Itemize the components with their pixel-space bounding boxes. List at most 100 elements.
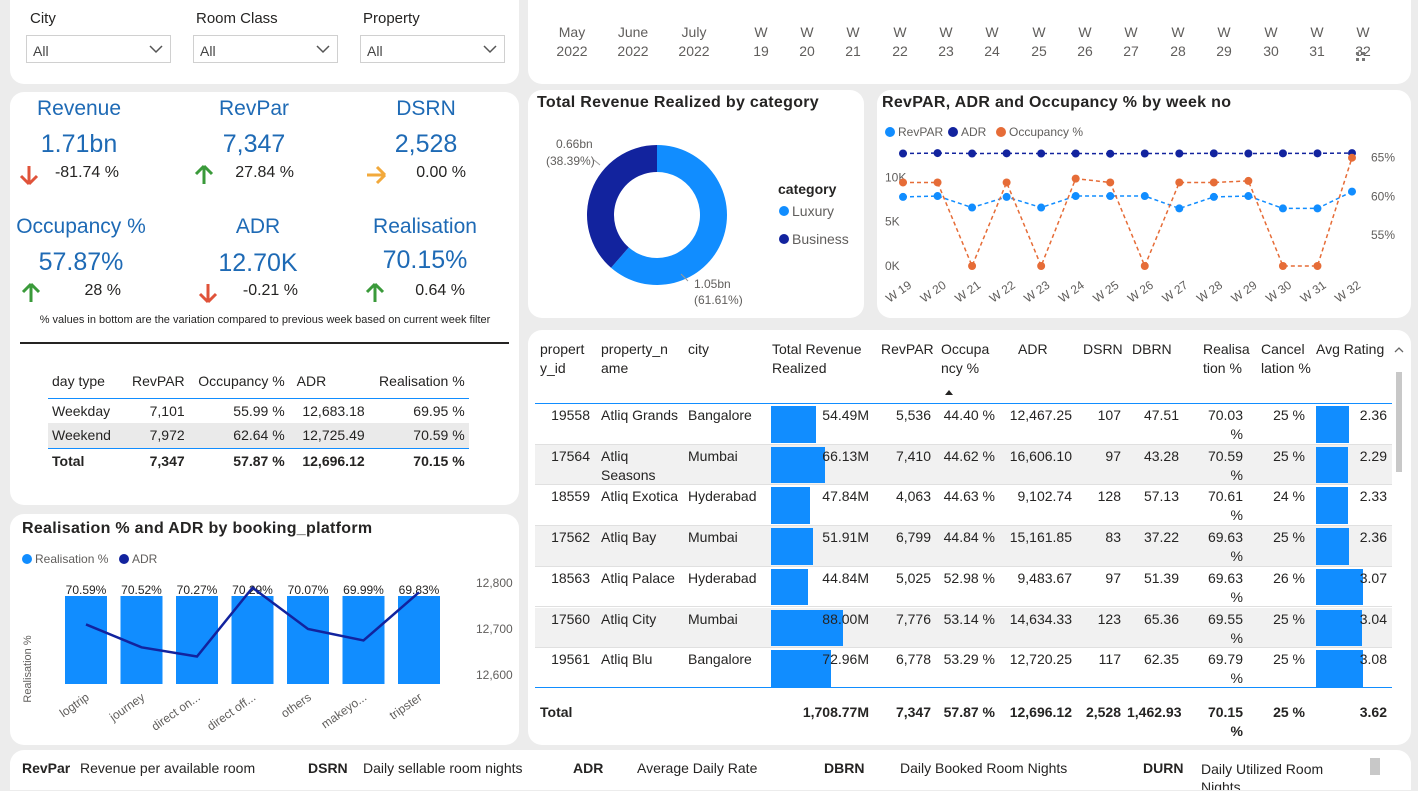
city-filter-dropdown[interactable]: All bbox=[26, 35, 171, 63]
col-header[interactable]: Occupa ncy % bbox=[941, 341, 990, 376]
data-point[interactable] bbox=[1348, 187, 1356, 196]
col-header[interactable]: Cancel lation % bbox=[1261, 341, 1311, 376]
col-day-type[interactable]: day type bbox=[52, 372, 105, 389]
col-header[interactable]: Realisa tion % bbox=[1203, 341, 1250, 376]
data-point[interactable] bbox=[1140, 262, 1149, 270]
timeline-period[interactable]: W 22 bbox=[870, 23, 930, 61]
col-realisation[interactable]: Realisation % bbox=[379, 372, 465, 389]
data-point[interactable] bbox=[1209, 192, 1218, 201]
col-header[interactable]: Avg Rating bbox=[1316, 341, 1385, 357]
data-point[interactable] bbox=[1209, 178, 1218, 187]
col-header[interactable]: city bbox=[688, 341, 709, 357]
col-header[interactable]: DSRN bbox=[1083, 341, 1123, 357]
col-revpar[interactable]: RevPAR bbox=[132, 372, 185, 389]
col-header[interactable]: propert y_id bbox=[540, 341, 585, 376]
more-options-icon[interactable] bbox=[1356, 52, 1366, 62]
timeline-period[interactable]: W 25 bbox=[1009, 23, 1069, 61]
data-point[interactable] bbox=[1037, 149, 1046, 158]
data-point[interactable] bbox=[899, 149, 907, 158]
data-point[interactable] bbox=[968, 149, 977, 158]
table-row[interactable]: 17564 Atliq Seasons Mumbai 66.13M 7,410 44.62… bbox=[535, 444, 1392, 486]
data-point[interactable] bbox=[1071, 174, 1080, 183]
col-header[interactable]: DBRN bbox=[1132, 341, 1172, 357]
data-point[interactable] bbox=[933, 178, 942, 187]
timeline-period[interactable]: May 2022 bbox=[542, 23, 602, 61]
data-point[interactable] bbox=[968, 262, 977, 270]
timeline-period[interactable]: W 29 bbox=[1194, 23, 1254, 61]
timeline-period[interactable]: W 21 bbox=[823, 23, 883, 61]
bar-4[interactable] bbox=[287, 596, 329, 684]
table-row[interactable]: 17562 Atliq Bay Mumbai 51.91M 6,799 44.84 % 15… bbox=[535, 526, 1392, 567]
table-row[interactable]: 18563 Atliq Palace Hyderabad 44.84M 5,025 52.… bbox=[535, 567, 1392, 608]
data-point[interactable] bbox=[1140, 192, 1149, 201]
data-point[interactable] bbox=[1244, 149, 1253, 158]
data-point[interactable] bbox=[1106, 192, 1115, 201]
table-row[interactable]: 19558 Atliq Grands Bangalore 54.49M 5,536 44.… bbox=[535, 404, 1392, 445]
timeline-period[interactable]: W 24 bbox=[962, 23, 1022, 61]
data-point[interactable] bbox=[1278, 262, 1287, 270]
data-point[interactable] bbox=[1037, 262, 1046, 270]
property-filter-dropdown[interactable]: All bbox=[360, 35, 505, 63]
timeline-period[interactable]: W 28 bbox=[1148, 23, 1208, 61]
data-point[interactable] bbox=[1002, 192, 1011, 201]
table-row[interactable]: Weekend 7,972 62.64 % 12,725.49 70.59 % bbox=[48, 423, 469, 448]
data-point[interactable] bbox=[1313, 149, 1322, 158]
data-point[interactable] bbox=[1106, 149, 1115, 158]
data-point[interactable] bbox=[1244, 192, 1253, 201]
col-header[interactable]: Total Revenue Realized bbox=[772, 341, 862, 376]
donut-slice-business[interactable] bbox=[587, 145, 657, 268]
bar-6[interactable] bbox=[398, 596, 440, 684]
timeline-period[interactable]: W 26 bbox=[1055, 23, 1115, 61]
scrollbar-thumb[interactable] bbox=[1396, 372, 1402, 472]
data-point[interactable] bbox=[1348, 153, 1356, 162]
table-row[interactable]: 19561 Atliq Blu Bangalore 72.96M 6,778 53.29 … bbox=[535, 648, 1392, 689]
data-point[interactable] bbox=[1278, 204, 1287, 213]
col-header[interactable]: RevPAR bbox=[881, 341, 934, 357]
timeline-period[interactable]: W 23 bbox=[916, 23, 976, 61]
data-point[interactable] bbox=[1106, 178, 1115, 187]
col-adr[interactable]: ADR bbox=[296, 372, 327, 389]
data-point[interactable] bbox=[1175, 204, 1184, 213]
timeline-period[interactable]: W 30 bbox=[1241, 23, 1301, 61]
data-point[interactable] bbox=[1140, 149, 1149, 158]
data-point[interactable] bbox=[1071, 192, 1080, 201]
data-point[interactable] bbox=[1175, 149, 1184, 158]
timeline-period[interactable]: W 32 bbox=[1333, 23, 1393, 61]
bar-0[interactable] bbox=[65, 596, 107, 684]
data-point[interactable] bbox=[899, 192, 907, 201]
timeline-period[interactable]: July 2022 bbox=[664, 23, 724, 61]
data-point[interactable] bbox=[899, 178, 907, 187]
data-point[interactable] bbox=[968, 203, 977, 212]
sort-ascending-icon[interactable] bbox=[945, 390, 953, 395]
data-point[interactable] bbox=[1037, 203, 1046, 212]
scroll-up-icon[interactable] bbox=[1394, 345, 1404, 355]
donut-chart[interactable]: 1.05bn (61.61%) 0.66bn (38.39%) category Luxu… bbox=[528, 90, 864, 318]
platform-combo-chart[interactable]: Realisation % ADR Realisation % 70.59% logtr… bbox=[10, 514, 519, 745]
donut-slice-luxury[interactable] bbox=[611, 145, 727, 285]
data-point[interactable] bbox=[1313, 262, 1322, 270]
timeline-period[interactable]: June 2022 bbox=[603, 23, 663, 61]
data-point[interactable] bbox=[933, 149, 942, 158]
col-occupancy[interactable]: Occupancy % bbox=[198, 372, 285, 389]
table-row[interactable]: Weekday 7,101 55.99 % 12,683.18 69.95 % bbox=[48, 398, 469, 423]
col-header[interactable]: property_n ame bbox=[601, 341, 668, 376]
data-point[interactable] bbox=[1209, 149, 1218, 158]
bar-3[interactable] bbox=[231, 596, 274, 684]
scrollbar-track[interactable] bbox=[1394, 342, 1404, 692]
data-point[interactable] bbox=[933, 192, 942, 201]
data-point[interactable] bbox=[1175, 178, 1184, 187]
data-point[interactable] bbox=[1278, 149, 1287, 158]
timeline-period[interactable]: W 19 bbox=[731, 23, 791, 61]
data-point[interactable] bbox=[1071, 149, 1080, 158]
table-row[interactable]: 18559 Atliq Exotica Hyderabad 47.84M 4,063 44… bbox=[535, 485, 1392, 527]
scrollbar-thumb[interactable] bbox=[1370, 758, 1380, 775]
table-row[interactable]: 17560 Atliq City Mumbai 88.00M 7,776 53.14 % 1… bbox=[535, 607, 1392, 649]
room-class-filter-dropdown[interactable]: All bbox=[193, 35, 338, 63]
data-point[interactable] bbox=[1244, 176, 1253, 185]
data-point[interactable] bbox=[1002, 178, 1011, 187]
col-header[interactable]: ADR bbox=[1018, 341, 1048, 357]
timeline-period[interactable]: W 27 bbox=[1101, 23, 1161, 61]
timeline-period[interactable]: W 20 bbox=[777, 23, 837, 61]
timeline-period[interactable]: W 31 bbox=[1287, 23, 1347, 61]
